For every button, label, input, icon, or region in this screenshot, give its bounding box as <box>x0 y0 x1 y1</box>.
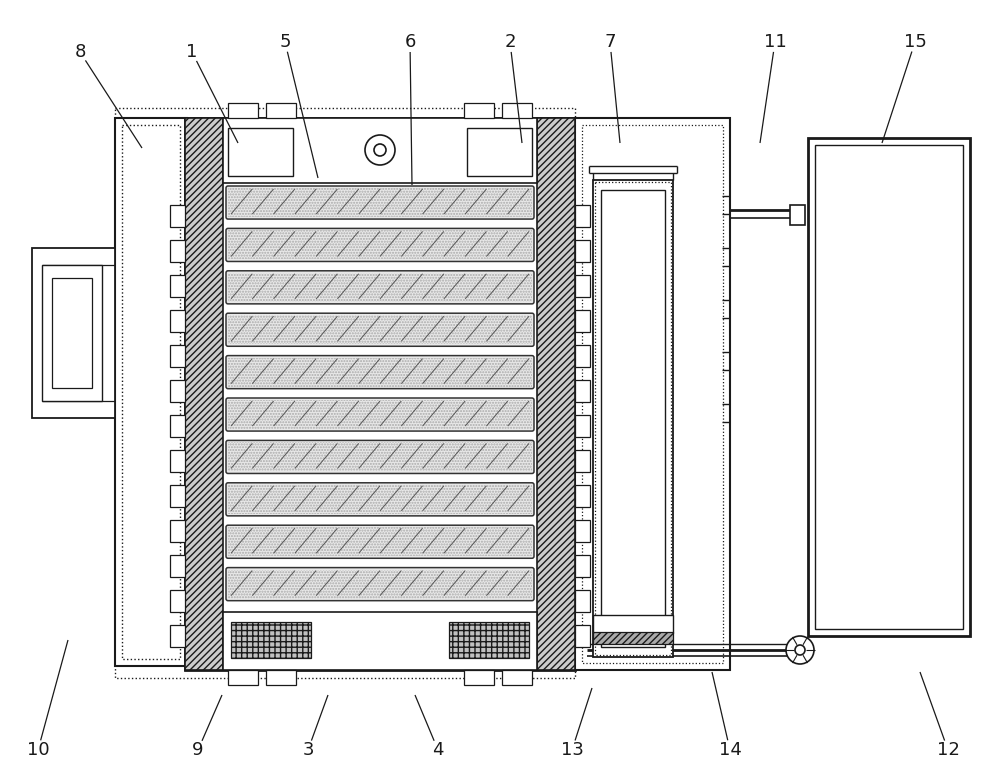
Bar <box>228 358 532 387</box>
Bar <box>170 310 185 332</box>
FancyBboxPatch shape <box>226 271 534 304</box>
Bar <box>575 590 590 612</box>
Circle shape <box>786 636 814 664</box>
Bar <box>502 670 532 685</box>
Circle shape <box>795 645 805 655</box>
Bar <box>223 612 537 670</box>
FancyBboxPatch shape <box>226 186 534 219</box>
Bar <box>170 205 185 227</box>
Bar <box>593 615 673 633</box>
Bar <box>42 265 102 401</box>
Bar <box>170 485 185 507</box>
Bar <box>223 118 537 183</box>
Bar <box>449 622 529 658</box>
Bar <box>537 118 575 670</box>
Bar <box>808 138 970 636</box>
FancyBboxPatch shape <box>226 526 534 558</box>
Bar <box>185 118 575 670</box>
Bar <box>582 125 723 663</box>
Bar <box>593 632 673 644</box>
Bar <box>115 108 575 678</box>
Bar <box>575 310 590 332</box>
FancyBboxPatch shape <box>226 228 534 262</box>
Text: 2: 2 <box>504 33 516 51</box>
Bar <box>170 275 185 297</box>
Bar <box>228 188 532 217</box>
Text: 6: 6 <box>404 33 416 51</box>
Circle shape <box>374 144 386 156</box>
Bar <box>122 125 180 659</box>
Bar <box>575 555 590 577</box>
Bar <box>228 272 532 302</box>
Bar <box>170 380 185 402</box>
Bar <box>115 118 187 666</box>
Bar <box>575 415 590 437</box>
Bar <box>228 103 258 118</box>
Bar <box>228 485 532 514</box>
Bar <box>467 128 532 176</box>
Bar <box>170 450 185 472</box>
Text: 9: 9 <box>192 741 204 759</box>
Bar <box>170 415 185 437</box>
Text: 3: 3 <box>302 741 314 759</box>
Bar <box>185 118 223 670</box>
Bar <box>170 625 185 647</box>
FancyBboxPatch shape <box>226 313 534 346</box>
Text: 13: 13 <box>561 741 583 759</box>
Bar <box>575 625 590 647</box>
Bar <box>228 570 532 598</box>
Text: 10: 10 <box>27 741 49 759</box>
Bar <box>170 520 185 542</box>
FancyBboxPatch shape <box>226 355 534 389</box>
Bar <box>790 205 805 225</box>
Text: 8: 8 <box>74 43 86 61</box>
Text: 1: 1 <box>186 43 198 61</box>
Text: 14: 14 <box>719 741 741 759</box>
FancyBboxPatch shape <box>226 398 534 431</box>
Text: 4: 4 <box>432 741 444 759</box>
Bar <box>170 345 185 367</box>
Bar <box>575 205 590 227</box>
Bar <box>593 180 673 657</box>
Bar <box>575 118 730 670</box>
Bar <box>266 103 296 118</box>
Bar <box>170 555 185 577</box>
Bar <box>228 128 293 176</box>
Bar <box>575 275 590 297</box>
Bar <box>815 145 963 629</box>
FancyBboxPatch shape <box>226 440 534 474</box>
Bar <box>32 248 115 418</box>
FancyBboxPatch shape <box>226 567 534 601</box>
Circle shape <box>365 135 395 165</box>
Bar <box>231 622 311 658</box>
Bar <box>595 182 671 655</box>
Bar <box>170 590 185 612</box>
Text: 15: 15 <box>904 33 926 51</box>
Bar <box>575 345 590 367</box>
Bar <box>228 400 532 429</box>
Bar <box>575 240 590 262</box>
Text: 11: 11 <box>764 33 786 51</box>
Text: 12: 12 <box>937 741 959 759</box>
Bar <box>52 278 92 388</box>
Bar <box>228 443 532 471</box>
Text: 7: 7 <box>604 33 616 51</box>
FancyBboxPatch shape <box>226 483 534 516</box>
Text: 5: 5 <box>279 33 291 51</box>
Bar <box>502 103 532 118</box>
Bar <box>266 670 296 685</box>
Bar <box>575 380 590 402</box>
Bar <box>575 450 590 472</box>
Bar <box>575 485 590 507</box>
Bar <box>464 670 494 685</box>
Bar <box>575 520 590 542</box>
Bar <box>464 103 494 118</box>
Bar <box>170 240 185 262</box>
Bar <box>228 527 532 557</box>
Bar <box>228 315 532 344</box>
Bar <box>228 231 532 259</box>
Bar <box>228 670 258 685</box>
Bar <box>601 190 665 647</box>
